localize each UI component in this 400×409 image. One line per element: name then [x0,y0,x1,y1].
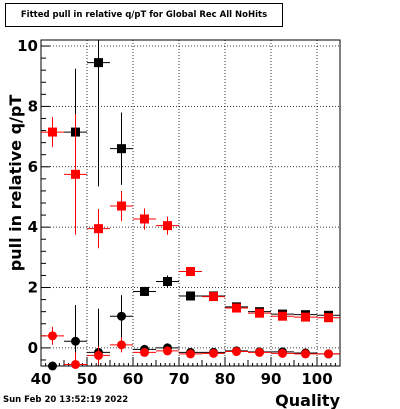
y-axis-label: pull in relative q/pT [6,95,25,272]
data-point [324,313,333,323]
data-point [278,348,287,358]
data-point [117,144,126,154]
data-point [140,347,149,357]
data-point [140,286,149,296]
data-point [140,214,149,224]
data-point [301,349,310,359]
y-tick-label: 6 [28,158,38,176]
axis-ticks [40,45,341,366]
data-point [324,349,333,359]
x-axis-label: Quality [275,391,340,409]
data-point [48,361,57,371]
series-2 [41,295,340,371]
y-tick-label: 10 [17,37,38,55]
data-point [48,127,57,137]
data-point [232,303,241,313]
x-tick-label: 70 [169,370,190,388]
series-0 [64,40,340,320]
data-point [186,291,195,301]
data-point [94,350,103,360]
footer-datestamp: Sun Feb 20 13:52:19 2022 [3,395,129,405]
series-3 [41,326,340,369]
data-point [163,276,172,286]
y-tick-label: 8 [28,97,38,115]
y-tick-label: 4 [28,218,38,236]
data-point [278,311,287,321]
data-point [71,359,80,369]
data-point [301,312,310,322]
data-point [209,348,218,358]
data-point [163,346,172,356]
data-point [186,349,195,359]
x-tick-label: 60 [123,370,144,388]
data-point [117,340,126,350]
data-series [41,40,340,371]
x-tick-label: 90 [261,370,282,388]
series-1 [41,113,340,323]
x-tick-label: 40 [31,370,52,388]
data-point [255,308,264,318]
x-tick-label: 80 [215,370,236,388]
data-point [71,169,80,179]
data-point [48,331,57,341]
data-point [94,224,103,234]
chart-title: Fitted pull in relative q/pT for Global … [5,3,283,27]
data-point [209,292,218,302]
data-point [232,347,241,357]
data-point [71,336,80,346]
data-point [117,311,126,321]
x-tick-label: 50 [77,370,98,388]
data-point [117,201,126,211]
data-point [94,58,103,68]
x-tick-label: 100 [301,370,332,388]
y-tick-label: 2 [28,279,38,297]
data-point [255,347,264,357]
y-tick-label: 0 [28,339,38,357]
tick-labels: 40 50 60 70 80 90 100 0 2 4 6 8 10 [17,37,333,388]
data-point [163,221,172,231]
data-point [186,267,195,277]
